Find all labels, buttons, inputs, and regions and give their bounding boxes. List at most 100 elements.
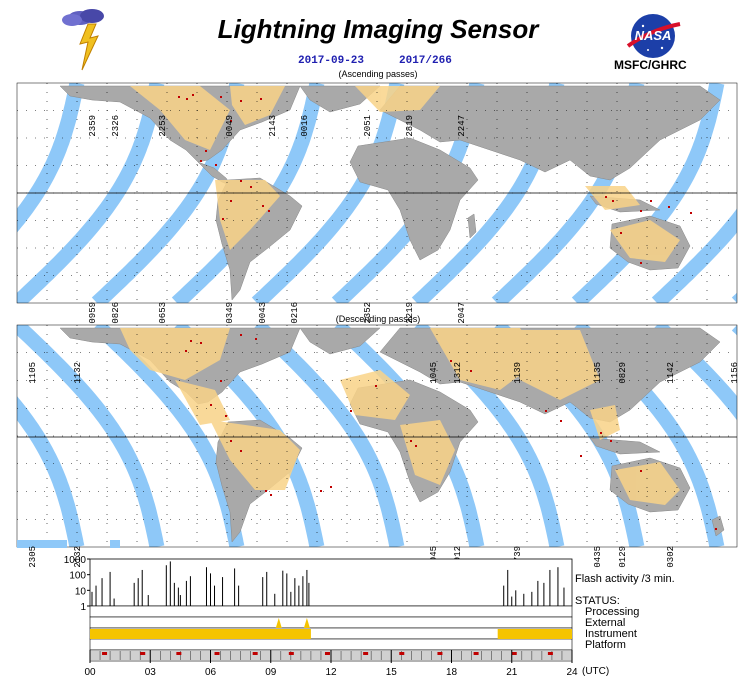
lightning-flash-mark <box>230 440 232 442</box>
date-label: 2017-09-23 <box>298 55 365 67</box>
observed-land-swath <box>175 380 230 425</box>
lightning-flash-mark <box>612 200 614 202</box>
lightning-flash-mark <box>222 218 224 220</box>
pass-time-label: 0826 <box>111 302 121 324</box>
pass-time-label: 1142 <box>666 362 676 384</box>
lightning-flash-mark <box>580 455 582 457</box>
observed-land-swath <box>500 330 600 400</box>
platform-event-mark <box>511 652 517 655</box>
lightning-flash-mark <box>215 164 217 166</box>
pass-time-label: 2132 <box>73 546 83 568</box>
pass-time-label: 1312 <box>453 362 463 384</box>
x-tick-label: 15 <box>386 667 398 678</box>
orbit-swath <box>17 396 85 547</box>
platform-event-mark <box>176 652 182 655</box>
observed-land-swath <box>215 180 280 250</box>
lightning-flash-mark <box>640 262 642 264</box>
orbit-swath <box>651 208 737 303</box>
lightning-flash-mark <box>186 98 188 100</box>
pass-time-label: 1045 <box>429 546 439 568</box>
platform-event-mark <box>473 652 479 655</box>
pass-time-label: 0829 <box>618 362 628 384</box>
pass-time-label: 0216 <box>290 302 300 324</box>
lightning-flash-mark <box>205 150 207 152</box>
pass-time-label: 2247 <box>457 115 467 137</box>
x-tick-label: 00 <box>84 667 96 678</box>
flash-activity-label: Flash activity /3 min. <box>575 573 675 585</box>
instrument-active-segment <box>497 629 572 639</box>
lightning-flash-mark <box>690 212 692 214</box>
x-tick-label: 24 <box>566 667 578 678</box>
lightning-flash-mark <box>650 200 652 202</box>
y-tick-label: 100 <box>69 571 86 582</box>
lightning-flash-mark <box>240 334 242 336</box>
eurasia-shape <box>379 85 721 181</box>
observed-land-swath <box>230 86 285 125</box>
pass-time-label: 1132 <box>73 362 83 384</box>
org-label: MSFC/GHRC <box>614 58 687 72</box>
pass-time-label: 2047 <box>457 302 467 324</box>
status-row-external: External <box>585 617 625 629</box>
lightning-flash-mark <box>268 210 270 212</box>
lightning-flash-mark <box>178 96 180 98</box>
pass-time-label: 1105 <box>28 362 38 384</box>
lightning-flash-mark <box>450 360 452 362</box>
lightning-flash-mark <box>560 420 562 422</box>
lightning-flash-mark <box>270 494 272 496</box>
status-row-instrument: Instrument <box>585 628 637 640</box>
pass-time-label: 2326 <box>111 115 121 137</box>
lightning-flash-mark <box>545 410 547 412</box>
lightning-flash-mark <box>410 440 412 442</box>
indonesia-shape-desc <box>589 437 661 455</box>
external-event-mark <box>303 618 310 628</box>
platform-event-mark <box>399 652 405 655</box>
x-axis-unit-label: (UTC) <box>582 666 609 677</box>
madagascar-shape <box>467 213 477 239</box>
ascending-map <box>17 83 737 303</box>
observed-land-swath <box>210 420 300 490</box>
observed-land-swath <box>585 186 640 210</box>
observed-land-swath <box>120 328 230 380</box>
platform-event-mark <box>214 652 220 655</box>
status-row-processing: Processing <box>585 606 639 618</box>
lightning-flash-mark <box>240 180 242 182</box>
pass-time-label: 0129 <box>618 546 628 568</box>
lightning-flash-mark <box>715 528 717 530</box>
lightning-flash-mark <box>240 100 242 102</box>
external-event-mark <box>275 618 282 628</box>
pass-time-label: 0349 <box>225 302 235 324</box>
pass-time-label: 0049 <box>225 115 235 137</box>
lightning-flash-mark <box>260 98 262 100</box>
y-tick-label: 1 <box>80 602 86 613</box>
status-label: STATUS: <box>575 595 620 607</box>
lightning-flash-mark <box>220 96 222 98</box>
pass-time-label: 2253 <box>158 115 168 137</box>
lightning-flash-mark <box>470 370 472 372</box>
new-zealand-shape-desc <box>711 515 725 537</box>
pass-time-label: 1045 <box>429 362 439 384</box>
y-tick-label: 10 <box>75 586 87 597</box>
platform-event-mark <box>547 652 553 655</box>
lightning-flash-mark <box>185 350 187 352</box>
lightning-flash-mark <box>262 205 264 207</box>
africa-shape <box>349 137 479 261</box>
pass-time-label: 0043 <box>258 302 268 324</box>
pass-time-label: 2359 <box>88 115 98 137</box>
pass-time-label: 0016 <box>300 115 310 137</box>
observed-land-swath <box>590 405 620 440</box>
lightning-flash-mark <box>375 385 377 387</box>
y-tick-label: 1000 <box>64 555 87 566</box>
x-tick-label: 18 <box>446 667 458 678</box>
pass-time-label: 2051 <box>363 115 373 137</box>
pass-time-label: 1135 <box>593 362 603 384</box>
observed-land-swath <box>130 86 230 150</box>
pass-time-label: 2305 <box>28 546 38 568</box>
platform-event-mark <box>252 652 258 655</box>
lightning-flash-mark <box>415 445 417 447</box>
observed-land-swath <box>610 220 680 262</box>
pass-time-label: 1139 <box>513 362 523 384</box>
lightning-flash-mark <box>330 486 332 488</box>
pass-time-label: 0653 <box>158 302 168 324</box>
